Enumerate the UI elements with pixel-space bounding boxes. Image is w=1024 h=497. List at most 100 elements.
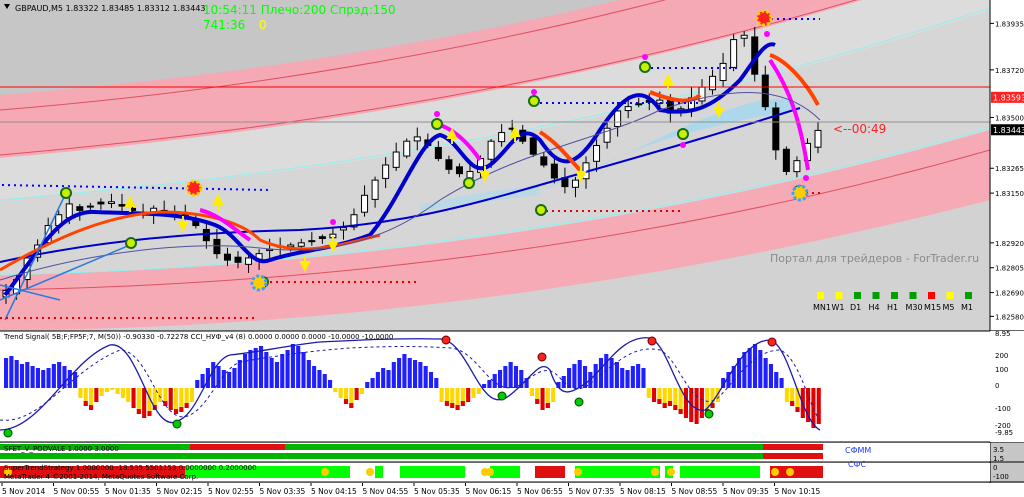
hist-bar	[173, 388, 179, 414]
hist-bar	[652, 388, 657, 402]
hist-bar	[386, 370, 391, 388]
time-tick-label: 5 Nov 2014	[2, 487, 45, 496]
tf-label: M30	[906, 303, 923, 312]
supertrend-block	[680, 466, 760, 478]
hist-bar	[104, 388, 110, 392]
hist-bar	[630, 366, 635, 388]
hist-bar	[67, 370, 72, 388]
candle-body	[814, 129, 822, 148]
price-tick-label: 1.83500	[995, 114, 1024, 122]
hist-bar	[694, 388, 699, 424]
hist-bar	[768, 364, 773, 388]
indicator1-tick: 100	[995, 366, 1008, 374]
hist-bar	[269, 358, 274, 388]
tf-status-square	[872, 292, 880, 299]
hist-bar	[683, 388, 689, 418]
hist-bar	[646, 388, 651, 398]
indicator3-label: SuperTrendStrategy 1.0000000 -18.535 550…	[4, 464, 257, 472]
candle-body	[550, 163, 558, 179]
hist-bar	[784, 388, 789, 402]
hist-bar	[333, 388, 338, 392]
candle-body	[656, 99, 664, 104]
current-price-label	[991, 124, 1024, 136]
indicator3-legend: СФС	[848, 460, 866, 469]
hist-bar	[460, 388, 465, 406]
hist-bar	[14, 360, 19, 388]
tf-status-square	[891, 292, 898, 299]
candle-body	[593, 145, 601, 162]
current-price-text: 1.83443	[993, 126, 1024, 135]
candle-body	[719, 62, 727, 81]
candle-body	[466, 170, 474, 179]
candle-body	[297, 242, 305, 247]
hist-bar	[397, 358, 402, 388]
candle-body	[350, 214, 358, 228]
price-tick-label: 1.83265	[995, 165, 1024, 173]
hist-bar	[524, 378, 529, 388]
hist-bar	[678, 388, 683, 414]
tf-status-square	[835, 292, 843, 299]
price-tick-label: 1.82690	[995, 290, 1024, 298]
timer-b: 0	[259, 18, 267, 32]
hist-bar	[62, 366, 67, 388]
hist-bar	[338, 388, 343, 398]
time-tick-label: 5 Nov 09:35	[723, 487, 769, 496]
tf-label: M1	[961, 303, 973, 312]
sun-marker	[185, 179, 203, 197]
price-tick-label: 1.82920	[995, 240, 1024, 248]
hist-bar	[482, 384, 487, 388]
hist-bar	[662, 388, 667, 408]
tf-label: H1	[887, 303, 898, 312]
hist-bar	[312, 366, 317, 388]
hist-bar	[806, 388, 811, 422]
hist-bar	[211, 362, 216, 388]
hist-bar	[115, 388, 120, 394]
clock-line: 10:54:11 Плечо:200 Спрэд:150	[203, 3, 396, 17]
hist-bar	[243, 354, 248, 388]
hist-bar	[423, 366, 428, 388]
ma-orange-2	[538, 53, 820, 172]
symbol-info: GBPAUD,M5 1.83322 1.83485 1.83312 1.8344…	[15, 4, 206, 13]
supertrend-block	[490, 466, 520, 478]
hist-bar	[158, 388, 163, 402]
candle-body	[287, 244, 295, 248]
hist-bar	[184, 388, 189, 408]
indicator2-tick: 3.5	[993, 446, 1004, 454]
supertrend-dot	[4, 468, 12, 476]
hist-bar	[413, 360, 418, 388]
hist-bar	[136, 388, 141, 414]
hist-bar	[221, 370, 226, 388]
hist-bar	[636, 364, 641, 388]
candle-body	[614, 110, 622, 127]
hist-bar	[264, 352, 269, 388]
hist-bar	[343, 388, 349, 404]
time-tick-label: 5 Nov 10:15	[775, 487, 821, 496]
hist-bar	[46, 368, 51, 388]
hist-bar	[519, 370, 524, 388]
candle-body	[793, 160, 801, 173]
tf-status-square	[909, 292, 917, 299]
cci-signal-line	[0, 346, 821, 421]
hist-bar	[466, 388, 471, 402]
signal-dot	[677, 128, 689, 140]
supertrend-dot	[366, 468, 374, 476]
red-line-price-text: 1.83593	[993, 93, 1024, 102]
sun-marker	[755, 9, 773, 27]
signal-dot	[463, 177, 475, 189]
hist-bar	[163, 388, 168, 406]
candle-body	[107, 201, 115, 204]
hist-bar	[41, 370, 46, 388]
ma-slow-blue	[0, 107, 801, 263]
candle-body	[761, 74, 769, 108]
tf-label: M15	[924, 303, 941, 312]
hist-bar	[354, 388, 359, 400]
price-tick-label: 1.83720	[995, 67, 1024, 75]
candle-body	[413, 136, 421, 142]
time-tick-label: 5 Nov 08:15	[620, 487, 666, 496]
time-tick-label: 5 Nov 03:35	[260, 487, 306, 496]
signal-dot	[60, 187, 72, 199]
supertrend-dot	[321, 468, 329, 476]
indicator1-tick: -9.85	[995, 429, 1013, 437]
